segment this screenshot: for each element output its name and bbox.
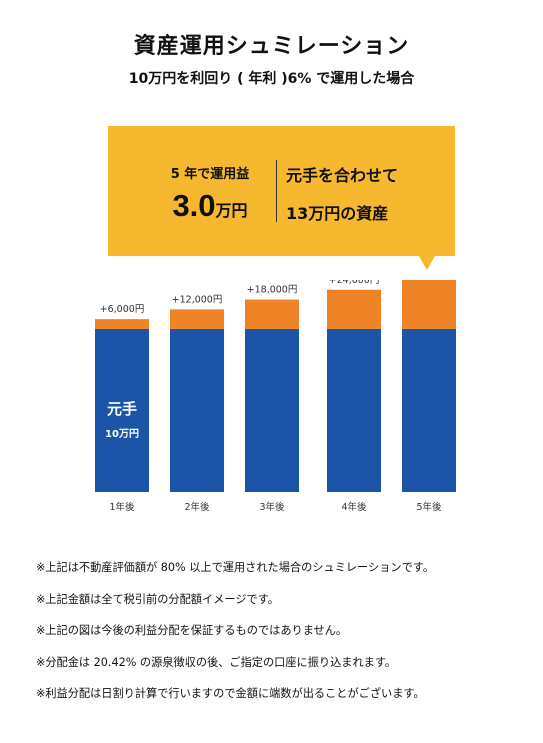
principal-label: 元手	[106, 400, 137, 418]
x-tick-label: 1年後	[109, 501, 135, 513]
bar-profit	[402, 280, 456, 329]
data-label: +24,000円	[329, 280, 380, 286]
x-tick-label: 2年後	[184, 501, 210, 513]
bar-profit	[170, 309, 224, 329]
data-label: +6,000円	[100, 304, 145, 315]
growth-bar-chart: +6,000円 1年後 +12,000円 2年後 +18,000円 3年後 +24,000円…	[95, 280, 456, 513]
data-label: +12,000円	[172, 294, 223, 305]
summary-bubble-tail	[419, 256, 435, 270]
page-title: 資産運用シュミレーション	[133, 34, 410, 59]
bar-principal	[95, 328, 149, 492]
bar-principal	[170, 328, 224, 492]
principal-amount: 10万円	[105, 429, 139, 440]
principal-label-group: 元手 10万円	[96, 398, 148, 440]
note-item: ※利益分配は日割り計算で行いますので金額に端数が出ることがございます。	[36, 687, 425, 700]
profit-number: 3.0	[172, 188, 216, 223]
x-tick-label: 3年後	[259, 501, 285, 513]
profit-unit: 万円	[215, 201, 248, 220]
note-item: ※上記の図は今後の利益分配を保証するものではありません。	[36, 624, 348, 637]
total-value: 13万円の資産	[286, 204, 389, 223]
total-caption: 元手を合わせて	[286, 166, 399, 185]
note-item: ※分配金は 20.42% の源泉徴収の後、ご指定の口座に振り込まれます。	[36, 655, 397, 669]
bar-principal	[245, 328, 299, 492]
page-subtitle: 10万円を利回り ( 年利 )6% で運用した場合	[128, 71, 415, 87]
x-tick-label: 4年後	[341, 501, 367, 513]
bar-profit	[327, 289, 381, 329]
bar-profit	[245, 299, 299, 329]
note-item: ※上記金額は全て税引前の分配額イメージです。	[36, 592, 279, 606]
summary-bubble	[108, 126, 455, 256]
data-label: +18,000円	[247, 285, 298, 296]
summary-divider	[276, 160, 277, 222]
x-tick-label: 5年後	[416, 501, 442, 513]
bar-principal	[327, 328, 381, 492]
bar-profit	[95, 319, 149, 329]
note-item: ※上記は不動産評価額が 80% 以上で運用された場合のシュミレーションです。	[36, 561, 435, 574]
profit-value: 3.0万円	[150, 188, 270, 224]
bar-principal	[402, 328, 456, 492]
notes-list: ※上記は不動産評価額が 80% 以上で運用された場合のシュミレーションです。 ※…	[36, 560, 536, 718]
profit-caption: 5 年で運用益	[170, 167, 250, 182]
